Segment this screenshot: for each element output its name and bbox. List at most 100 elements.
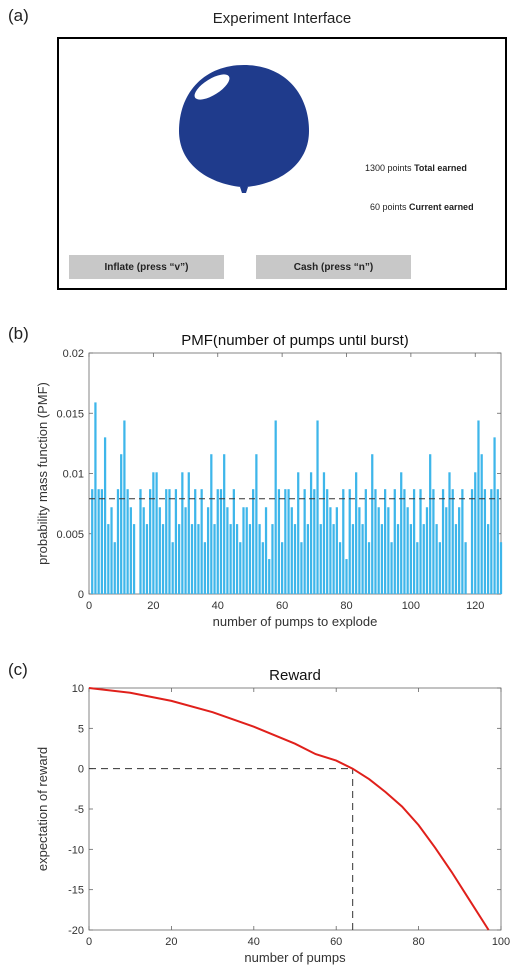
pmf-bar: [367, 542, 371, 594]
pmf-bar: [448, 472, 451, 594]
pmf-bar: [490, 489, 493, 594]
pmf-bar: [429, 454, 432, 594]
pmf-bar: [252, 489, 255, 594]
plot-frame: [88, 687, 502, 931]
pmf-bar: [474, 472, 477, 594]
pmf-bar: [181, 472, 184, 594]
pmf-bar: [223, 454, 226, 594]
pmf-bar: [499, 542, 503, 594]
pmf-bar: [461, 489, 464, 594]
pmf-bar: [374, 489, 377, 594]
x-tick-label: 60: [276, 600, 288, 612]
pmf-bar: [470, 489, 474, 594]
pmf-bar: [338, 542, 342, 594]
y-axis-label: expectation of reward: [35, 747, 50, 871]
x-tick-label: 40: [212, 600, 224, 612]
pmf-bar: [203, 542, 207, 594]
experiment-interface: 1300 points Total earned 60 points Curre…: [57, 37, 507, 290]
pmf-bar: [361, 524, 364, 594]
pmf-bar: [171, 542, 174, 594]
y-axis-label: probability mass function (PMF): [35, 382, 50, 565]
pmf-bar: [345, 559, 348, 594]
pmf-bar: [235, 524, 239, 594]
pmf-bar: [120, 454, 123, 594]
cash-button[interactable]: Cash (press “n”): [256, 255, 411, 279]
pmf-bar: [496, 489, 499, 594]
pmf-bar: [91, 489, 94, 594]
pmf-bar: [319, 524, 322, 594]
pmf-bar: [303, 489, 306, 594]
pmf-bar: [190, 524, 194, 594]
pmf-bar: [383, 489, 387, 594]
pmf-bar: [194, 489, 197, 594]
pmf-bar: [358, 507, 361, 594]
pmf-bar: [355, 472, 358, 594]
pmf-bar: [329, 507, 332, 594]
pmf-bar: [152, 472, 155, 594]
pmf-bar: [219, 489, 223, 594]
pmf-bar: [206, 507, 210, 594]
x-tick-label: 20: [165, 936, 177, 948]
x-axis-label: number of pumps to explode: [213, 614, 378, 629]
pmf-bar: [406, 507, 409, 594]
pmf-bar: [364, 489, 367, 594]
pmf-bar: [110, 507, 113, 594]
pmf-bar: [129, 507, 132, 594]
pmf-bar: [97, 489, 100, 594]
pmf-bar: [177, 524, 181, 594]
pmf-bar: [113, 542, 116, 594]
pmf-bar: [342, 489, 345, 594]
pmf-bar: [348, 489, 351, 594]
pmf-bar: [255, 454, 258, 594]
y-tick-label: -5: [74, 804, 84, 816]
pmf-bar: [390, 542, 393, 594]
x-axis-label: number of pumps: [244, 950, 346, 965]
pmf-bar: [242, 507, 245, 594]
pmf-bar: [232, 489, 235, 594]
pmf-bar: [458, 507, 461, 594]
pmf-bar: [103, 437, 107, 594]
panel-a-letter: (a): [8, 6, 29, 25]
x-tick-label: 20: [147, 600, 159, 612]
pmf-bar: [123, 420, 126, 594]
pmf-bar: [161, 524, 165, 594]
balloon-body: [179, 65, 309, 187]
pmf-bar: [94, 402, 97, 594]
pmf-bar: [326, 489, 329, 594]
pmf-bar: [425, 507, 429, 594]
pmf-bar: [132, 524, 136, 594]
y-tick-label: -15: [68, 885, 84, 897]
pmf-bar: [158, 507, 161, 594]
pmf-bar: [322, 472, 326, 594]
pmf-bar: [419, 489, 422, 594]
pmf-bar: [268, 559, 271, 594]
x-tick-label: 80: [412, 936, 424, 948]
pmf-bar: [165, 489, 168, 594]
inflate-button[interactable]: Inflate (press “v”): [69, 255, 224, 279]
balloon-highlight: [194, 74, 230, 100]
chart-title: PMF(number of pumps until burst): [181, 335, 409, 349]
pmf-bar: [187, 472, 190, 594]
pmf-bar: [464, 542, 467, 594]
pmf-bar: [438, 542, 441, 594]
pmf-bar: [412, 489, 416, 594]
balloon-knot: [240, 187, 248, 193]
pmf-bar: [226, 507, 229, 594]
pmf-bar: [477, 420, 480, 594]
y-tick-label: 0.02: [63, 348, 84, 360]
x-tick-label: 100: [492, 936, 510, 948]
y-tick-label: -10: [68, 844, 84, 856]
x-tick-label: 0: [86, 600, 92, 612]
pmf-bar: [441, 489, 445, 594]
y-tick-label: 0.005: [56, 529, 84, 541]
pmf-bar: [277, 489, 281, 594]
pmf-bar: [210, 454, 213, 594]
pmf-bar: [116, 489, 120, 594]
total-earned: 1300 points Total earned: [365, 163, 467, 173]
chart-title: Reward: [269, 667, 321, 684]
pmf-bar: [377, 507, 380, 594]
pmf-bar: [264, 507, 268, 594]
y-tick-label: 0: [78, 764, 84, 776]
pmf-bar: [245, 507, 248, 594]
pmf-bar: [380, 524, 384, 594]
